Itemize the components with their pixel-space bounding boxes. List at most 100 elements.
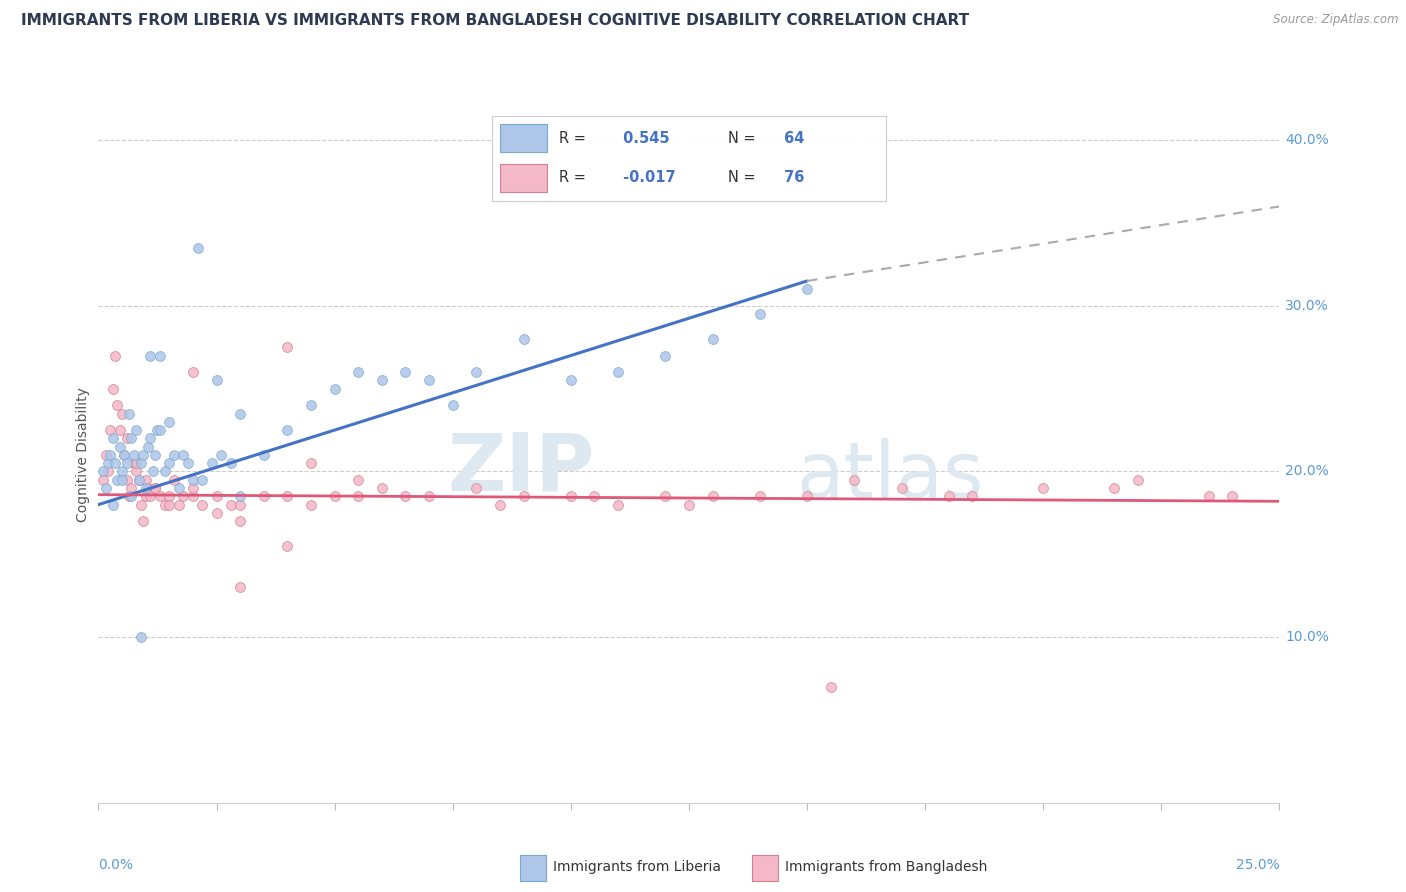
Text: -0.017: -0.017: [619, 170, 676, 186]
Text: ZIP: ZIP: [447, 430, 595, 508]
Text: N =: N =: [728, 131, 756, 146]
Point: [163, 473, 186, 487]
Point: [135, 489, 157, 503]
Point: [108, 440, 131, 454]
Point: [98, 423, 121, 437]
Point: [299, 456, 322, 470]
Point: [128, 473, 150, 487]
Point: [702, 332, 724, 346]
Point: [97, 465, 120, 479]
Point: [163, 448, 186, 462]
Point: [418, 373, 440, 387]
Point: [844, 473, 866, 487]
Point: [1032, 481, 1054, 495]
Point: [512, 332, 534, 346]
Point: [299, 498, 322, 512]
Point: [149, 489, 172, 503]
Point: [125, 456, 148, 470]
Point: [702, 489, 724, 503]
Point: [441, 398, 464, 412]
Point: [205, 489, 228, 503]
Point: [111, 473, 134, 487]
Point: [191, 473, 214, 487]
Point: [187, 241, 209, 255]
Text: IMMIGRANTS FROM LIBERIA VS IMMIGRANTS FROM BANGLADESH COGNITIVE DISABILITY CORRE: IMMIGRANTS FROM LIBERIA VS IMMIGRANTS FR…: [21, 13, 969, 29]
Point: [172, 448, 194, 462]
Point: [229, 581, 252, 595]
Point: [125, 423, 148, 437]
Point: [111, 465, 134, 479]
Text: 64: 64: [779, 131, 804, 146]
Point: [607, 498, 630, 512]
Point: [1126, 473, 1149, 487]
Point: [938, 489, 960, 503]
Point: [153, 465, 176, 479]
Point: [91, 465, 114, 479]
Point: [94, 448, 117, 462]
Point: [101, 498, 124, 512]
Point: [583, 489, 606, 503]
Point: [121, 431, 143, 445]
Point: [104, 456, 127, 470]
Point: [122, 448, 145, 462]
Point: [118, 489, 141, 503]
Point: [143, 481, 166, 495]
Point: [253, 448, 276, 462]
Point: [512, 489, 534, 503]
Point: [465, 365, 488, 379]
Point: [371, 481, 394, 495]
Point: [347, 489, 370, 503]
Point: [121, 481, 143, 495]
Point: [94, 481, 117, 495]
Point: [219, 456, 242, 470]
Point: [115, 473, 138, 487]
Point: [129, 498, 152, 512]
Point: [112, 448, 135, 462]
Point: [181, 473, 204, 487]
Point: [98, 448, 121, 462]
Point: [135, 481, 157, 495]
Point: [115, 431, 138, 445]
Point: [129, 456, 152, 470]
Point: [136, 440, 159, 454]
Text: 0.0%: 0.0%: [98, 858, 134, 872]
Point: [394, 489, 416, 503]
Text: 40.0%: 40.0%: [1285, 133, 1329, 147]
Point: [489, 498, 512, 512]
Point: [105, 398, 128, 412]
Point: [115, 456, 138, 470]
Point: [654, 349, 676, 363]
Point: [209, 448, 232, 462]
Point: [143, 448, 166, 462]
Point: [678, 498, 700, 512]
Point: [135, 473, 157, 487]
Point: [205, 506, 228, 520]
Text: R =: R =: [560, 170, 586, 186]
Point: [153, 498, 176, 512]
Point: [394, 365, 416, 379]
Point: [172, 489, 194, 503]
Point: [181, 481, 204, 495]
FancyBboxPatch shape: [501, 125, 547, 153]
Point: [229, 407, 252, 421]
Point: [299, 398, 322, 412]
Point: [1198, 489, 1220, 503]
Point: [962, 489, 984, 503]
Point: [132, 514, 155, 528]
Point: [136, 481, 159, 495]
Point: [149, 423, 172, 437]
Point: [205, 373, 228, 387]
Point: [607, 365, 630, 379]
Point: [347, 365, 370, 379]
Point: [101, 382, 124, 396]
Point: [167, 481, 190, 495]
Point: [157, 415, 180, 429]
Point: [229, 489, 252, 503]
Text: 0.545: 0.545: [619, 131, 669, 146]
Point: [149, 349, 172, 363]
Point: [229, 498, 252, 512]
Point: [143, 481, 166, 495]
Point: [121, 489, 143, 503]
Point: [157, 456, 180, 470]
Point: [654, 489, 676, 503]
